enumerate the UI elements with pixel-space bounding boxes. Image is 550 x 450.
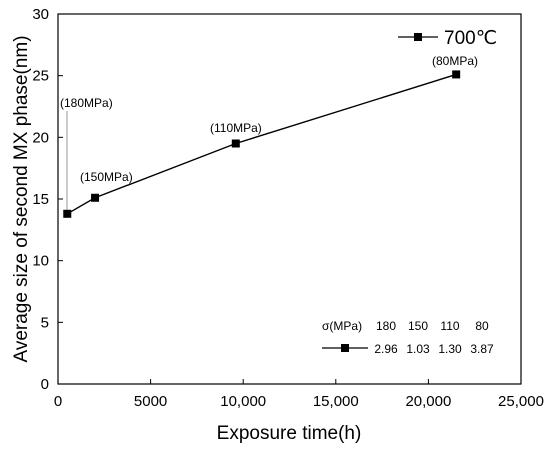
data-point-marker xyxy=(63,209,72,218)
y-axis-ticks: 0 5 10 15 20 25 30 xyxy=(32,6,63,393)
data-point-marker xyxy=(91,193,100,202)
x-tick-label: 5000 xyxy=(134,393,167,410)
y-axis-title: Average size of second MX phase(nm) xyxy=(11,35,32,362)
x-tick-label: 10,000 xyxy=(220,393,266,410)
x-tick-label: 25,000 xyxy=(498,393,544,410)
x-axis-title: Exposure time(h) xyxy=(217,423,362,444)
inset-header-value: 150 xyxy=(408,319,428,333)
series-line xyxy=(66,73,457,215)
y-tick-label: 10 xyxy=(32,253,49,270)
x-tick-label: 20,000 xyxy=(405,393,451,410)
x-axis-ticks: 0 5000 10,000 15,000 20,000 25,000 xyxy=(54,379,544,410)
inset-header-value: 180 xyxy=(376,319,396,333)
inset-row-value: 1.30 xyxy=(438,342,462,356)
inset-header-value: 110 xyxy=(440,319,459,333)
data-point-marker xyxy=(452,70,461,79)
legend-marker xyxy=(414,33,422,41)
y-tick-label: 5 xyxy=(41,314,49,331)
annotation-110mpa: (110MPa) xyxy=(210,121,262,135)
y-tick-label: 20 xyxy=(32,129,49,146)
inset-row-value: 2.96 xyxy=(374,342,398,356)
inset-row-value: 3.87 xyxy=(470,342,494,356)
data-point-marker xyxy=(231,139,240,148)
y-tick-label: 25 xyxy=(32,68,49,85)
y-tick-label: 30 xyxy=(32,6,49,23)
annotation-80mpa: (80MPa) xyxy=(432,54,478,68)
inset-series-marker xyxy=(341,344,349,352)
legend: 700℃ xyxy=(398,28,497,49)
y-tick-label: 15 xyxy=(32,191,49,208)
inset-row-value: 1.03 xyxy=(406,342,430,356)
legend-label: 700℃ xyxy=(444,28,497,49)
annotation-180mpa: (180MPa) xyxy=(60,96,113,110)
inset-table: σ(MPa) 180 150 110 80 2.96 1.03 1.30 3.8… xyxy=(322,319,494,356)
annotation-150mpa: (150MPa) xyxy=(80,170,133,184)
series-layer xyxy=(63,70,461,218)
inset-header-label: σ(MPa) xyxy=(322,319,362,333)
x-tick-label: 0 xyxy=(54,393,62,410)
x-tick-label: 15,000 xyxy=(313,393,359,410)
inset-header-value: 80 xyxy=(475,319,489,333)
y-tick-label: 0 xyxy=(41,376,49,393)
